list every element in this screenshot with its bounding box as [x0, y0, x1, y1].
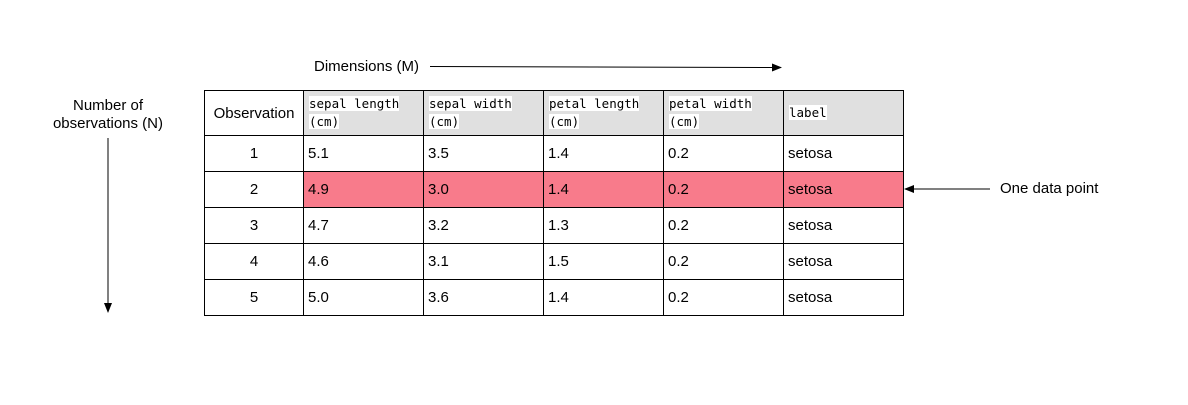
observation-cell: 4: [204, 243, 304, 280]
sepal-width-cell: 3.0: [423, 171, 544, 208]
header-petal-length-line1: petal length: [549, 96, 640, 111]
header-sepal-width: sepal width (cm): [423, 90, 544, 136]
petal-width-cell: 0.2: [663, 243, 784, 280]
observations-label: Number of observations (N): [40, 97, 176, 133]
header-label-line1: label: [789, 105, 827, 120]
sepal-width-cell: 3.2: [423, 207, 544, 244]
petal-length-cell: 1.4: [543, 279, 664, 316]
table-row-highlighted: 2 4.9 3.0 1.4 0.2 setosa: [204, 171, 904, 208]
header-sepal-width-line2: (cm): [429, 114, 460, 129]
petal-width-cell: 0.2: [663, 207, 784, 244]
table-row: 1 5.1 3.5 1.4 0.2 setosa: [204, 135, 904, 172]
observation-cell: 3: [204, 207, 304, 244]
label-cell: setosa: [783, 279, 904, 316]
header-sepal-length-line2: (cm): [309, 114, 340, 129]
dimensions-label: Dimensions (M): [314, 58, 420, 75]
header-sepal-length: sepal length (cm): [303, 90, 424, 136]
header-sepal-length-line1: sepal length: [309, 96, 400, 111]
sepal-length-cell: 4.9: [303, 171, 424, 208]
sepal-width-cell: 3.6: [423, 279, 544, 316]
petal-length-cell: 1.3: [543, 207, 664, 244]
sepal-length-cell: 5.1: [303, 135, 424, 172]
label-cell: setosa: [783, 171, 904, 208]
observation-cell: 2: [204, 171, 304, 208]
petal-width-cell: 0.2: [663, 135, 784, 172]
observation-cell: 1: [204, 135, 304, 172]
sepal-length-cell: 4.7: [303, 207, 424, 244]
label-cell: setosa: [783, 135, 904, 172]
header-petal-width: petal width (cm): [663, 90, 784, 136]
label-cell: setosa: [783, 207, 904, 244]
petal-length-cell: 1.5: [543, 243, 664, 280]
petal-width-cell: 0.2: [663, 171, 784, 208]
iris-data-table: Observation sepal length (cm) sepal width…: [204, 90, 904, 316]
sepal-width-cell: 3.5: [423, 135, 544, 172]
label-cell: setosa: [783, 243, 904, 280]
header-petal-width-line2: (cm): [669, 114, 700, 129]
table-row: 4 4.6 3.1 1.5 0.2 setosa: [204, 243, 904, 280]
header-petal-width-line1: petal width: [669, 96, 752, 111]
sepal-length-cell: 4.6: [303, 243, 424, 280]
data-point-label: One data point: [1000, 180, 1099, 197]
header-label: label: [783, 90, 904, 136]
petal-length-cell: 1.4: [543, 135, 664, 172]
observations-label-line2: observations (N): [52, 115, 164, 132]
observations-label-line1: Number of: [72, 97, 144, 114]
header-petal-length: petal length (cm): [543, 90, 664, 136]
sepal-length-cell: 5.0: [303, 279, 424, 316]
sepal-width-cell: 3.1: [423, 243, 544, 280]
table-row: 5 5.0 3.6 1.4 0.2 setosa: [204, 279, 904, 316]
petal-width-cell: 0.2: [663, 279, 784, 316]
header-row: Observation sepal length (cm) sepal width…: [204, 90, 904, 136]
header-observation: Observation: [204, 90, 304, 136]
observation-cell: 5: [204, 279, 304, 316]
petal-length-cell: 1.4: [543, 171, 664, 208]
table-row: 3 4.7 3.2 1.3 0.2 setosa: [204, 207, 904, 244]
header-petal-length-line2: (cm): [549, 114, 580, 129]
dimensions-arrow: [429, 63, 782, 72]
header-sepal-width-line1: sepal width: [429, 96, 512, 111]
